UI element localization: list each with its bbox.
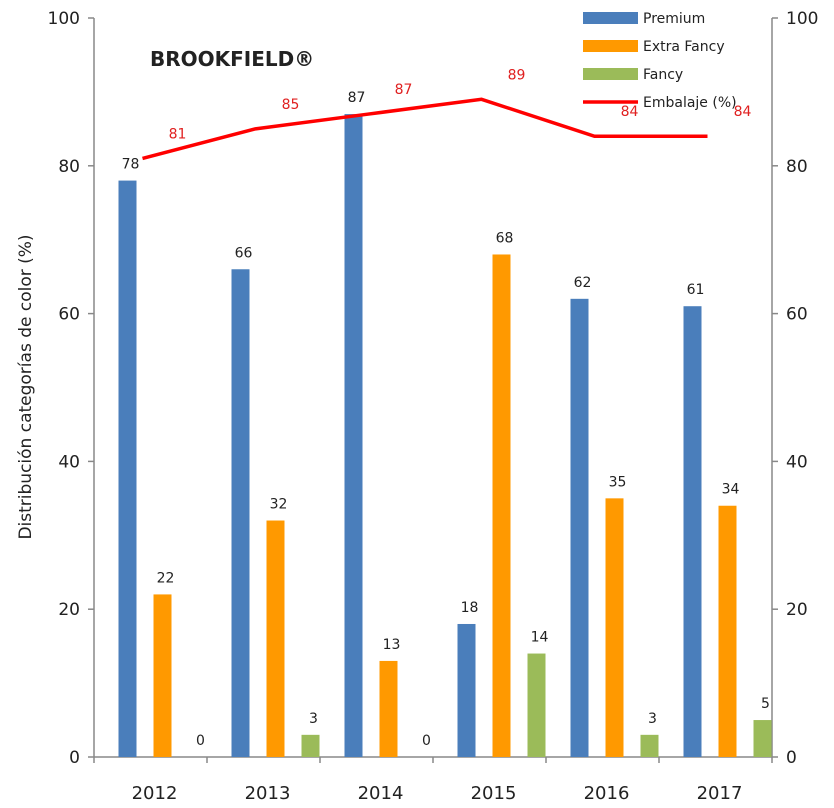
bar-premium	[231, 269, 250, 757]
data-labels: 78 22 0 66 32 3 87 13 0 18 68 14 62 35 3 61 34 5 81 85 87 89 8…	[122, 67, 770, 749]
bar-premium	[344, 114, 363, 757]
y-axis-label: Distribución categorías de color (%)	[16, 234, 36, 539]
x-tick-label: 2017	[697, 783, 743, 804]
bar-fancy	[301, 734, 320, 757]
bar-extra-fancy	[153, 594, 172, 757]
data-label: 14	[531, 630, 549, 646]
x-tick-label: 2013	[245, 783, 291, 804]
data-label: 3	[648, 711, 657, 727]
line-data-label: 89	[508, 67, 526, 83]
line-data-label: 81	[169, 126, 187, 142]
data-label: 78	[122, 157, 140, 173]
data-label: 0	[196, 733, 205, 749]
bar-extra-fancy	[718, 505, 737, 757]
bar-premium	[683, 306, 702, 757]
data-label: 61	[687, 282, 705, 298]
y-tick-label-left: 0	[69, 748, 80, 768]
y-tick-label-left: 40	[58, 452, 80, 472]
data-label: 87	[348, 90, 366, 106]
data-label: 0	[422, 733, 431, 749]
line-data-label: 85	[282, 97, 300, 113]
y-tick-label-right: 60	[786, 305, 808, 325]
legend-swatch	[583, 40, 638, 52]
y-tick-label-left: 60	[58, 305, 80, 325]
x-tick-label: 2015	[471, 783, 517, 804]
line-layer	[142, 97, 708, 161]
y-tick-label-right: 80	[786, 157, 808, 177]
y-tick-label-right: 0	[786, 748, 797, 768]
x-tick-label: 2012	[132, 783, 178, 804]
legend-label: Fancy	[643, 67, 683, 83]
data-label: 32	[270, 497, 288, 513]
line-data-label: 84	[621, 104, 639, 120]
bar-extra-fancy	[492, 254, 511, 758]
y-tick-label-right: 40	[786, 452, 808, 472]
bar-extra-fancy	[266, 520, 285, 757]
data-label: 5	[761, 696, 770, 712]
chart-title: BROOKFIELD®	[150, 47, 314, 71]
legend-label: Extra Fancy	[643, 39, 725, 55]
y-tick-label-left: 20	[58, 600, 80, 620]
data-label: 35	[609, 474, 627, 490]
data-label: 62	[574, 275, 592, 291]
bar-fancy	[527, 653, 546, 757]
y-tick-label-right: 20	[786, 600, 808, 620]
bar-premium	[457, 623, 476, 757]
line-data-label: 84	[734, 104, 752, 120]
data-label: 68	[496, 230, 514, 246]
data-label: 34	[722, 482, 740, 498]
y-tick-label-right: 100	[786, 9, 818, 29]
x-tick-label: 2016	[584, 783, 630, 804]
bars	[118, 114, 772, 758]
legend-swatch	[583, 68, 638, 80]
data-label: 66	[235, 245, 253, 261]
legend-label: Premium	[643, 11, 705, 27]
bar-premium	[570, 298, 589, 757]
y-tick-label-left: 80	[58, 157, 80, 177]
bar-premium	[118, 180, 137, 757]
series-line-embalaje	[142, 97, 708, 161]
ticks: 0 0 20 20 40 40 60 60 80 80 100 100 2012 2013 2014 2015…	[48, 9, 819, 804]
y-tick-label-left: 100	[48, 9, 80, 29]
legend: Premium Extra Fancy Fancy Embalaje (%)	[583, 11, 737, 111]
x-tick-label: 2014	[358, 783, 404, 804]
data-label: 18	[461, 600, 479, 616]
legend-label: Embalaje (%)	[643, 95, 737, 111]
data-label: 3	[309, 711, 318, 727]
bar-fancy	[640, 734, 659, 757]
data-label: 13	[383, 637, 401, 653]
line-data-label: 87	[395, 82, 413, 98]
axes	[93, 18, 773, 758]
bar-fancy	[753, 720, 772, 757]
bar-extra-fancy	[379, 660, 398, 757]
data-label: 22	[157, 570, 175, 586]
bar-extra-fancy	[605, 498, 624, 757]
legend-swatch	[583, 12, 638, 24]
